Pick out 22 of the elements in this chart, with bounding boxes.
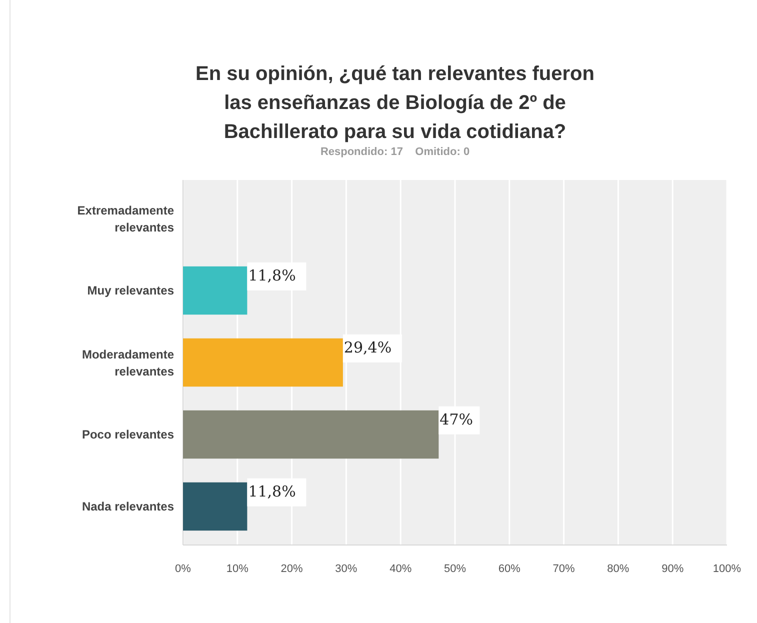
x-tick-label: 10% bbox=[226, 563, 249, 575]
x-tick-label: 80% bbox=[607, 563, 630, 575]
y-tick-label: Nada relevantes bbox=[82, 499, 174, 514]
x-tick-label: 30% bbox=[335, 563, 358, 575]
data-label: 47% bbox=[440, 410, 474, 428]
data-label: 11,8% bbox=[248, 482, 296, 500]
y-tick-label: Extremadamente relevantes bbox=[77, 204, 174, 235]
data-label: 29,4% bbox=[344, 338, 392, 356]
chart-title: En su opinión, ¿qué tan relevantes fueron las enseñanzas de Biología de 2º de Bachillerato para su vida cotidiana? bbox=[196, 63, 594, 143]
y-tick-label: Poco relevantes bbox=[82, 427, 174, 442]
y-tick-label: Moderadamente relevantes bbox=[82, 348, 174, 378]
data-label: 11,8% bbox=[248, 266, 296, 284]
x-tick-label: 50% bbox=[444, 563, 466, 575]
x-tick-label: 70% bbox=[552, 563, 576, 575]
x-tick-label: 0% bbox=[175, 563, 192, 575]
x-tick-label: 90% bbox=[662, 563, 684, 575]
x-tick-label: 100% bbox=[712, 563, 742, 575]
chart-subtitle: Respondido: 17 Omitido: 0 bbox=[320, 146, 470, 158]
x-tick-label: 60% bbox=[498, 563, 521, 575]
x-tick-label: 40% bbox=[390, 563, 412, 575]
y-tick-label: Muy relevantes bbox=[87, 284, 174, 298]
x-tick-label: 20% bbox=[280, 563, 304, 575]
